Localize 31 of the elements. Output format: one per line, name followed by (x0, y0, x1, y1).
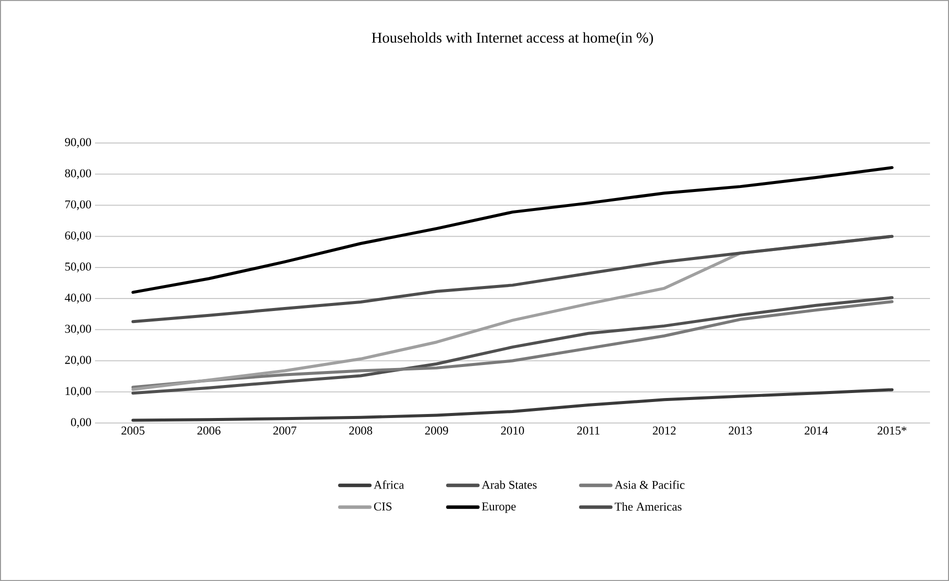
x-tick-label: 2007 (273, 426, 296, 435)
x-tick-label: 2010 (501, 426, 524, 435)
x-tick-label: 2005 (122, 426, 144, 435)
x-tick-label: 2006 (197, 426, 220, 435)
y-tick-label: 90,00 (64, 138, 92, 148)
x-tick-label: 2011 (577, 426, 600, 435)
x-tick-label: 2013 (728, 426, 752, 435)
x-tick-label: 2009 (425, 426, 448, 435)
legend-label: CIS (374, 502, 392, 510)
y-tick-label: 30,00 (65, 324, 92, 335)
line-series (131, 166, 894, 294)
y-tick-label: 0,00 (71, 418, 92, 428)
line-series (131, 234, 894, 324)
y-tick-label: 40,00 (64, 294, 92, 304)
x-tick-label: 2012 (652, 426, 676, 435)
chart-title: Households with Internet access at home(in %) (372, 32, 653, 46)
y-tick-label: 10,00 (66, 386, 92, 397)
legend-label: Arab States (482, 480, 537, 489)
y-tick-label: 50,00 (65, 262, 92, 272)
legend-label: Asia & Pacific (614, 480, 685, 489)
x-tick-label: 2014 (804, 426, 828, 435)
line-series (131, 388, 894, 422)
x-tick-label: 2015* (878, 426, 906, 435)
y-tick-label: 60,00 (65, 231, 92, 242)
y-tick-label: 20,00 (65, 356, 92, 366)
y-tick-label: 70,00 (65, 200, 92, 210)
y-tick-label: 80,00 (65, 169, 92, 180)
legend-label: The Americas (614, 502, 682, 511)
x-tick-label: 2008 (349, 426, 372, 435)
legend-label: Africa (374, 480, 404, 489)
legend-label: Europe (482, 502, 516, 513)
